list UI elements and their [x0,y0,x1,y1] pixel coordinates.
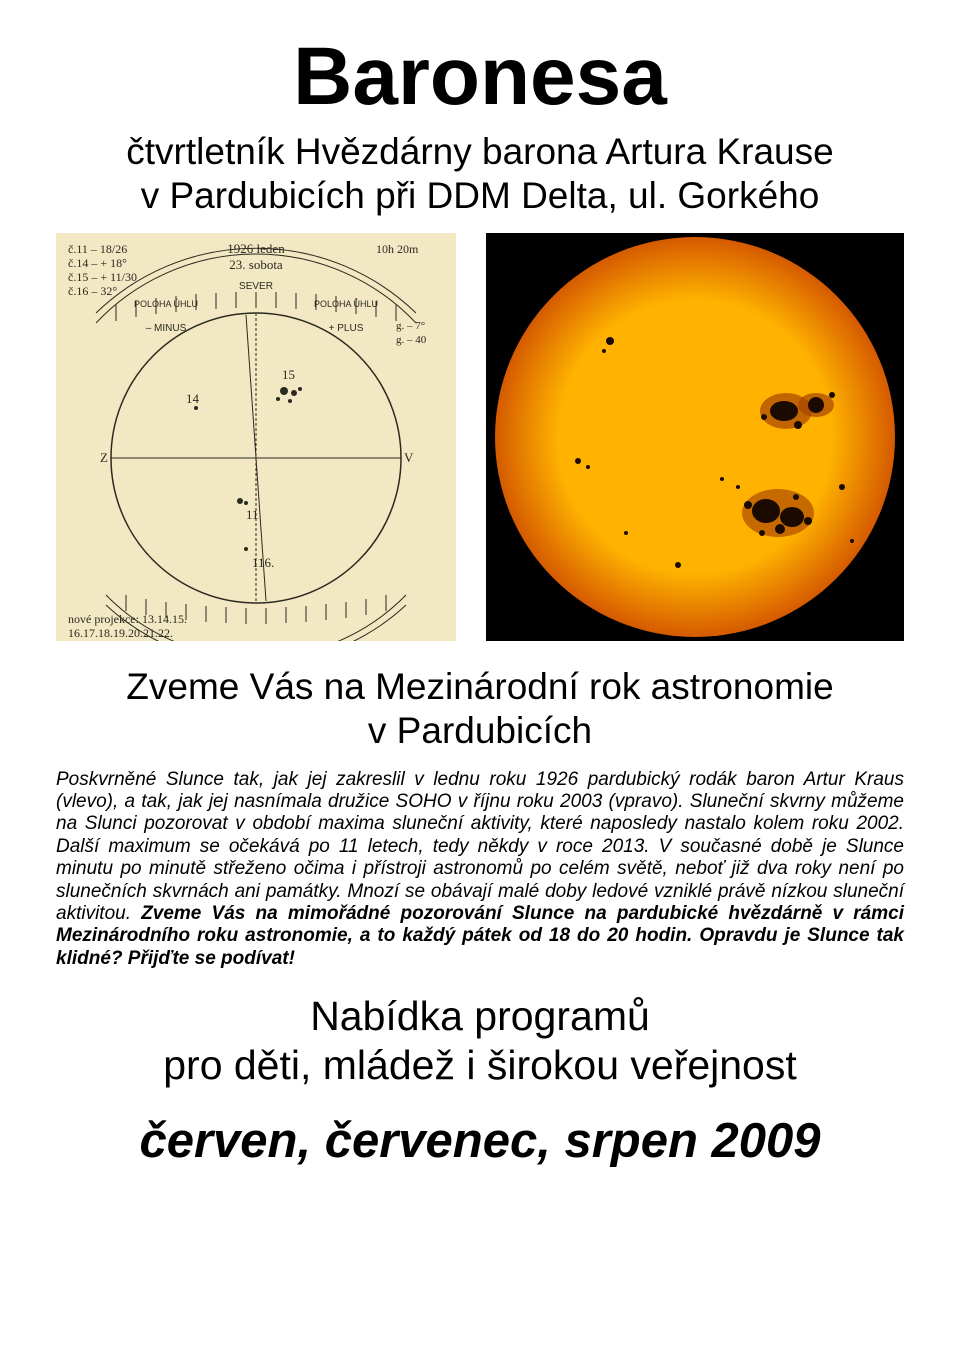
svg-text:č.14 – + 18°: č.14 – + 18° [68,256,127,270]
svg-text:POLOHA ÚHLU: POLOHA ÚHLU [134,299,198,309]
page: Baronesa čtvrtletník Hvězdárny barona Ar… [0,0,960,1209]
subtitle: čtvrtletník Hvězdárny barona Artura Krau… [56,130,904,217]
svg-text:16.17.18.19.20.21.22.: 16.17.18.19.20.21.22. [68,626,173,640]
svg-text:116.: 116. [252,555,274,570]
svg-text:Z: Z [100,450,108,465]
svg-text:+ PLUS: + PLUS [329,323,364,334]
svg-text:23. sobota: 23. sobota [229,257,283,272]
svg-text:č.16 – 32°: č.16 – 32° [68,284,117,298]
sun-photo-svg [486,233,904,641]
body-bold-segment: Zveme Vás na mimořádné pozorování Slunce… [56,903,904,969]
svg-text:SEVER: SEVER [239,281,273,292]
heading-invite: Zveme Vás na Mezinárodní rok astronomiev… [56,665,904,752]
heading-programs: Nabídka programůpro děti, mládež i širok… [56,992,904,1089]
sun-photo [486,233,904,641]
svg-text:11: 11 [246,507,259,522]
svg-text:g. – 40: g. – 40 [396,334,427,346]
body-italic-segment: Poskvrněné Slunce tak, jak jej zakreslil… [56,769,904,924]
sketch-image: č.11 – 18/26 č.14 – + 18° č.15 – + 11/30… [56,233,456,641]
images-row: č.11 – 18/26 č.14 – + 18° č.15 – + 11/30… [56,233,904,641]
svg-text:V: V [404,450,414,465]
svg-text:č.15 – + 11/30: č.15 – + 11/30 [68,270,137,284]
svg-text:10h 20m: 10h 20m [376,242,419,256]
svg-text:15: 15 [282,367,295,382]
svg-text:nové projekce: 13.14.15.: nové projekce: 13.14.15. [68,612,187,626]
svg-text:14: 14 [186,391,200,406]
svg-text:– MINUS: – MINUS [146,323,187,334]
svg-text:g. – 7°: g. – 7° [396,320,425,332]
sun-sketch-svg: č.11 – 18/26 č.14 – + 18° č.15 – + 11/30… [56,233,456,641]
svg-text:č.11 – 18/26: č.11 – 18/26 [68,242,127,256]
page-title: Baronesa [56,30,904,124]
issue-date: červen, červenec, srpen 2009 [56,1113,904,1169]
svg-text:POLOHA ÚHLU: POLOHA ÚHLU [314,299,378,309]
body-paragraph: Poskvrněné Slunce tak, jak jej zakreslil… [56,769,904,971]
